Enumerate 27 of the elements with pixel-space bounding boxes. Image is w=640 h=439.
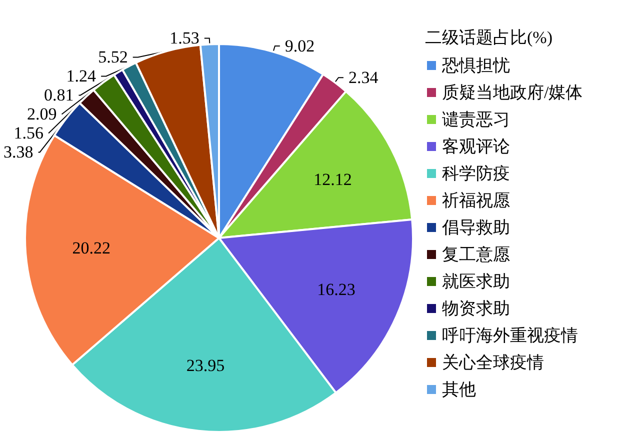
data-label: 0.81 <box>44 86 74 105</box>
legend-label: 物资求助 <box>442 299 510 318</box>
data-label: 1.53 <box>170 28 200 48</box>
data-label: 1.56 <box>14 124 44 143</box>
data-label: 3.38 <box>4 142 34 162</box>
data-label: 2.34 <box>348 68 379 88</box>
legend-label: 恐惧担忧 <box>441 56 510 75</box>
legend-label: 就医求助 <box>442 272 510 291</box>
data-label: 20.22 <box>72 238 110 258</box>
data-label: 12.12 <box>314 170 352 189</box>
data-label: 5.52 <box>98 48 128 67</box>
data-label: 16.23 <box>317 280 356 300</box>
legend-title: 二级话题占比(%) <box>425 28 552 47</box>
legend-label: 倡导救助 <box>441 218 510 237</box>
legend-label: 关心全球疫情 <box>442 353 544 372</box>
data-label: 1.24 <box>66 66 97 86</box>
legend-label: 其他 <box>442 380 476 399</box>
legend-label: 祈福祝愿 <box>442 191 510 210</box>
data-label: 9.02 <box>284 36 315 56</box>
legend-label: 复工意愿 <box>442 245 510 264</box>
data-label: 2.09 <box>27 104 57 124</box>
legend-label: 谴责恶习 <box>442 110 510 129</box>
legend-label: 呼吁海外重视疫情 <box>442 326 578 345</box>
data-label: 23.95 <box>186 356 225 375</box>
legend-label: 客观评论 <box>442 137 510 156</box>
legend-label: 质疑当地政府/媒体 <box>442 83 583 102</box>
legend-label: 科学防疫 <box>442 164 510 183</box>
